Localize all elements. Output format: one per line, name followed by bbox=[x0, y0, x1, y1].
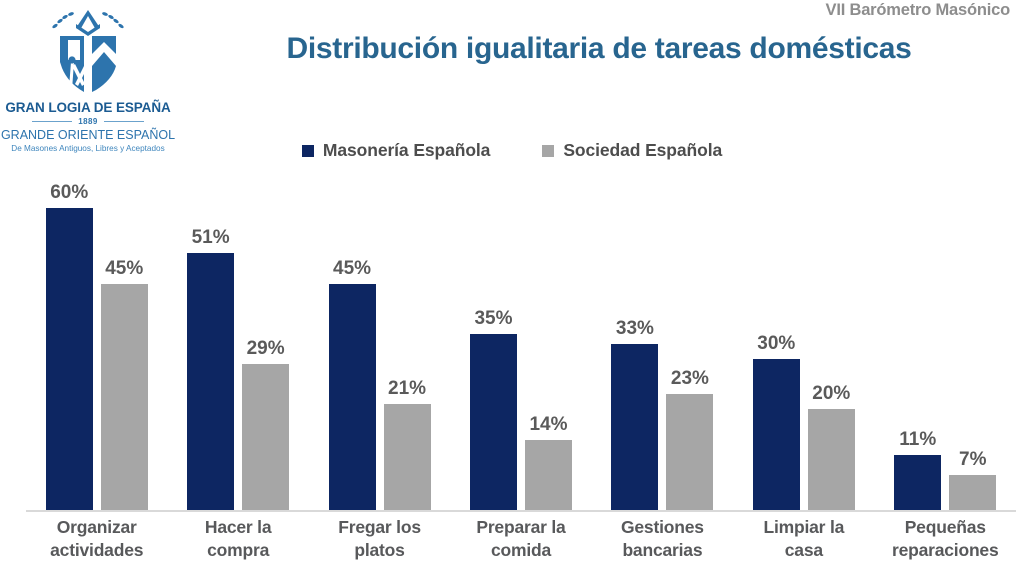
logo-year-row: 1889 bbox=[0, 117, 176, 126]
bar-group: 60% 45% bbox=[26, 180, 167, 510]
legend-label: Sociedad Española bbox=[563, 140, 723, 160]
bar-value-label: 30% bbox=[757, 333, 796, 354]
report-kicker: VII Barómetro Masónico bbox=[825, 1, 1011, 19]
bar-value-label: 14% bbox=[529, 413, 568, 435]
bar-value-label: 33% bbox=[615, 317, 654, 339]
bar[interactable] bbox=[469, 333, 517, 510]
bar-group: 35% 14% bbox=[450, 180, 591, 510]
category-label-line: Hacer la bbox=[204, 517, 272, 537]
bar[interactable] bbox=[187, 253, 235, 510]
category-label-line: bancarias bbox=[622, 540, 703, 561]
bar-value-label: 45% bbox=[333, 257, 372, 279]
bar-value-label: 21% bbox=[388, 378, 427, 400]
bar-column: 60% bbox=[45, 180, 93, 510]
logo-rule-right bbox=[103, 121, 144, 122]
chart-plot-area: 60% 45% 51% 29% 45% 21% 35% 14% 33% 23% 30% 20% 11% 7… bbox=[26, 180, 1016, 512]
category-label-line: compra bbox=[207, 540, 270, 561]
bar-column: 35% bbox=[469, 180, 517, 510]
category-label-line: Limpiar la bbox=[763, 517, 845, 537]
logo-tagline: De Masones Antiguos, Libres y Aceptados bbox=[11, 144, 165, 153]
bar[interactable] bbox=[807, 409, 855, 510]
bar-groups: 60% 45% 51% 29% 45% 21% 35% 14% 33% 23% 30% 20% 11% 7… bbox=[26, 180, 1016, 510]
bar[interactable] bbox=[752, 359, 800, 510]
bar-value-label: 35% bbox=[474, 307, 513, 329]
bar[interactable] bbox=[666, 394, 714, 510]
category-label: Pequeñas reparaciones bbox=[875, 516, 1016, 576]
category-label-line: platos bbox=[354, 540, 405, 561]
category-label-line: Gestiones bbox=[620, 517, 704, 537]
legend-swatch-icon bbox=[542, 144, 555, 157]
bar-value-label: 11% bbox=[899, 428, 937, 450]
bar-value-label: 20% bbox=[812, 383, 851, 405]
bar-group: 30% 20% bbox=[733, 180, 874, 510]
bar-column: 14% bbox=[524, 180, 572, 510]
legend-item-masoneria[interactable]: Masonería Española bbox=[301, 140, 491, 161]
bar-column: 20% bbox=[807, 180, 855, 510]
bar-column: 23% bbox=[666, 180, 714, 510]
bar-column: 51% bbox=[187, 180, 235, 510]
category-label: Hacer la compra bbox=[167, 516, 308, 576]
category-label-line: actividades bbox=[50, 540, 144, 561]
bar[interactable] bbox=[949, 474, 997, 510]
bar-column: 21% bbox=[383, 180, 431, 510]
bar[interactable] bbox=[45, 208, 93, 510]
bar-value-label: 60% bbox=[50, 182, 89, 203]
bar-column: 11% bbox=[894, 180, 942, 510]
bar-value-label: 51% bbox=[191, 227, 230, 249]
bar-value-label: 7% bbox=[959, 448, 987, 470]
category-label-line: reparaciones bbox=[891, 540, 999, 561]
bar-group: 11% 7% bbox=[875, 180, 1016, 510]
chart-legend: Masonería Española Sociedad Española bbox=[0, 140, 1024, 161]
category-label-line: Preparar la bbox=[476, 517, 566, 537]
legend-label: Masonería Española bbox=[322, 140, 491, 160]
legend-swatch-icon bbox=[301, 144, 314, 157]
organization-logo: GRAN LOGIA DE ESPAÑA 1889 GRANDE ORIENTE… bbox=[0, 2, 176, 168]
bar-group: 51% 29% bbox=[167, 180, 308, 510]
bar-value-label: 29% bbox=[246, 338, 285, 360]
bar-column: 30% bbox=[752, 180, 800, 510]
x-axis-category-labels: Organizar actividades Hacer la compra Fregar… bbox=[26, 516, 1016, 576]
bar[interactable] bbox=[328, 283, 376, 510]
bar[interactable] bbox=[383, 404, 431, 510]
category-label: Organizar actividades bbox=[26, 516, 167, 576]
bar-group: 45% 21% bbox=[309, 180, 450, 510]
logo-founding-year: 1889 bbox=[78, 117, 98, 126]
category-label-line: Organizar bbox=[56, 517, 137, 537]
bar-group: 33% 23% bbox=[592, 180, 733, 510]
bar-column: 45% bbox=[100, 180, 148, 510]
category-label: Preparar la comida bbox=[450, 516, 591, 576]
category-label-line: Pequeñas bbox=[904, 517, 986, 537]
category-label-line: Fregar los bbox=[338, 517, 421, 537]
category-label: Fregar los platos bbox=[309, 516, 450, 576]
page-title: Distribución igualitaria de tareas domés… bbox=[286, 32, 912, 65]
category-label-line: casa bbox=[784, 540, 823, 561]
logo-rule-left bbox=[32, 121, 73, 122]
bar-column: 33% bbox=[611, 180, 659, 510]
bar-column: 45% bbox=[328, 180, 376, 510]
bar[interactable] bbox=[524, 439, 572, 510]
axis-baseline bbox=[26, 510, 1016, 512]
logo-secondary-name: GRANDE ORIENTE ESPAÑOL bbox=[0, 128, 176, 142]
legend-item-sociedad[interactable]: Sociedad Española bbox=[542, 140, 722, 161]
bar-value-label: 45% bbox=[105, 257, 144, 279]
logo-primary-name: GRAN LOGIA DE ESPAÑA bbox=[5, 100, 171, 115]
category-label: Gestiones bancarias bbox=[592, 516, 733, 576]
bar-column: 7% bbox=[949, 180, 997, 510]
bar-value-label: 23% bbox=[670, 368, 709, 390]
category-label-line: comida bbox=[490, 540, 552, 561]
bar-column: 29% bbox=[242, 180, 290, 510]
bar[interactable] bbox=[242, 364, 290, 510]
bar[interactable] bbox=[100, 283, 148, 510]
bar[interactable] bbox=[611, 343, 659, 510]
masonic-shield-emblem-icon bbox=[52, 10, 124, 92]
category-label: Limpiar la casa bbox=[733, 516, 874, 576]
bar[interactable] bbox=[894, 454, 942, 510]
